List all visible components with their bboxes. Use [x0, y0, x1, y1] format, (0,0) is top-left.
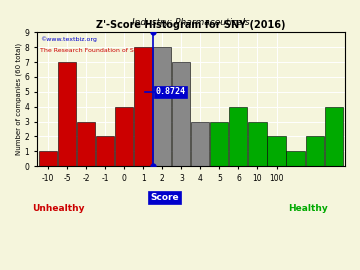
Bar [325, 107, 343, 166]
Bar [58, 62, 76, 166]
Bar [39, 151, 57, 166]
Bar [134, 47, 152, 166]
Bar [229, 107, 247, 166]
Title: Z'-Score Histogram for SNY (2016): Z'-Score Histogram for SNY (2016) [96, 20, 285, 30]
Text: ©www.textbiz.org: ©www.textbiz.org [40, 36, 97, 42]
Bar [287, 151, 305, 166]
Bar [153, 47, 171, 166]
Bar [248, 122, 266, 166]
Bar [96, 136, 114, 166]
Text: Score: Score [150, 193, 179, 202]
Bar [210, 122, 229, 166]
Text: The Research Foundation of SUNY: The Research Foundation of SUNY [40, 48, 147, 53]
Bar [115, 107, 133, 166]
Text: Industry: Pharmaceuticals: Industry: Pharmaceuticals [132, 18, 250, 27]
Text: Healthy: Healthy [288, 204, 328, 213]
Bar [306, 136, 324, 166]
Text: Unhealthy: Unhealthy [32, 204, 85, 213]
Bar [267, 136, 285, 166]
Y-axis label: Number of companies (60 total): Number of companies (60 total) [15, 43, 22, 155]
Bar [192, 122, 210, 166]
Bar [172, 62, 190, 166]
Bar [77, 122, 95, 166]
Text: 0.8724: 0.8724 [156, 87, 186, 96]
